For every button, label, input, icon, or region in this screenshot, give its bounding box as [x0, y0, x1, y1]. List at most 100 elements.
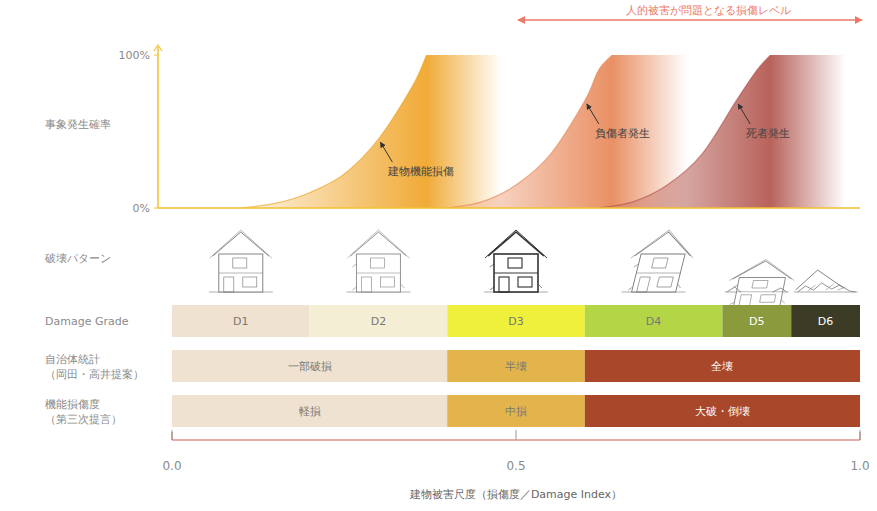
roof: [350, 232, 406, 256]
wall: [219, 254, 263, 292]
x-tick: [860, 430, 861, 440]
curve-area: [241, 55, 502, 208]
floor-line: [636, 273, 680, 274]
band-segment: [585, 395, 860, 427]
band-segment: [447, 305, 585, 337]
door: [637, 277, 651, 292]
wall: [494, 254, 538, 292]
band-segment: [447, 350, 585, 382]
y-axis-title: 事象発生確率: [45, 118, 111, 131]
band-segment: [172, 305, 310, 337]
band-segment: [585, 350, 860, 382]
x-tick: [172, 430, 173, 440]
house-icon: [724, 260, 798, 307]
y-tick-label: 0%: [133, 202, 150, 215]
rubble: [798, 283, 856, 292]
roof: [733, 261, 795, 279]
band-segment-label: 半壊: [505, 360, 527, 373]
house-icon: [622, 230, 700, 292]
roof: [635, 232, 697, 256]
house-icon: [484, 230, 548, 292]
band-label: Damage Grade: [45, 315, 129, 328]
door: [739, 295, 752, 306]
band-segment-label: 中損: [505, 405, 527, 418]
window: [652, 258, 668, 268]
band-segment-label: 大破・倒壊: [695, 405, 750, 418]
x-axis-title: 建物被害尺度（損傷度／Damage Index）: [409, 488, 622, 501]
y-tick: [154, 208, 158, 209]
x-tick-label: 0.0: [162, 459, 181, 473]
callout-arrow: [738, 104, 750, 124]
window: [243, 277, 257, 287]
window: [657, 277, 673, 287]
wall: [356, 254, 400, 292]
x-baseline: [158, 207, 860, 209]
band-segment-label: D6: [818, 315, 833, 328]
curve-area: [447, 55, 687, 208]
window: [518, 277, 532, 287]
band-segment-label: 軽損: [299, 405, 321, 418]
band-segment-label: 一部破損: [288, 360, 332, 373]
band-segment-label: D2: [371, 315, 386, 328]
floor-line: [356, 273, 400, 274]
window: [760, 295, 776, 303]
door: [499, 277, 509, 292]
floor-line: [494, 273, 538, 274]
x-tick-label: 0.5: [506, 459, 525, 473]
callout-arrow: [380, 142, 392, 162]
window: [370, 258, 384, 268]
floor-line: [219, 273, 263, 274]
band-segment-label: D1: [233, 315, 248, 328]
rubble: [808, 284, 846, 291]
x-tick-label: 1.0: [850, 459, 869, 473]
band-segment: [447, 395, 585, 427]
wall: [734, 278, 786, 307]
series-label: 負傷者発生: [595, 127, 650, 140]
band-segment: [585, 305, 723, 337]
crack: [352, 264, 404, 290]
series-label: 建物機能損傷: [387, 165, 454, 178]
y-axis-arrow: [154, 45, 162, 51]
ground: [794, 292, 858, 293]
door: [361, 277, 371, 292]
band-segment: [310, 305, 448, 337]
curve-line: [241, 55, 427, 208]
debris: [727, 287, 787, 292]
y-tick: [154, 55, 158, 56]
roof: [213, 232, 269, 256]
band-segment-label: D4: [646, 315, 661, 328]
crack: [628, 264, 686, 290]
band-segment: [722, 305, 791, 337]
house-icon: [209, 230, 273, 292]
band-segment: [172, 350, 447, 382]
door: [224, 277, 234, 292]
window: [508, 258, 522, 268]
tilted: [623, 230, 700, 292]
band-label: （岡田・高井提案）: [45, 368, 144, 381]
annotation-arrow: [518, 19, 862, 20]
curve-line: [447, 55, 612, 208]
plot-area: [241, 55, 846, 208]
band-label: 機能損傷度: [45, 398, 100, 411]
band-segment: [172, 395, 447, 427]
window: [233, 258, 247, 268]
y-tick-label: 100%: [119, 49, 150, 62]
window: [752, 281, 768, 289]
band-label: 自治体統計: [45, 353, 100, 366]
wall: [632, 254, 685, 292]
crack: [490, 264, 542, 290]
roof: [488, 232, 544, 256]
band-label: （第三次提言）: [45, 413, 122, 426]
house-icon: [794, 270, 858, 292]
floor-line: [737, 291, 783, 292]
band-segment-label: D5: [749, 315, 764, 328]
house-icon: [346, 230, 410, 292]
band-segment: [791, 305, 860, 337]
series-label: 死者発生: [746, 127, 790, 140]
collapsed: [724, 260, 798, 307]
callout-arrow: [587, 104, 599, 124]
pattern-label: 破壊パターン: [44, 252, 111, 265]
band-segment-label: D3: [508, 315, 523, 328]
figure: 建物機能損傷負傷者発生死者発生0%100%事象発生確率人的被害が問題となる損傷レ…: [0, 0, 877, 511]
y-axis: [157, 47, 159, 208]
